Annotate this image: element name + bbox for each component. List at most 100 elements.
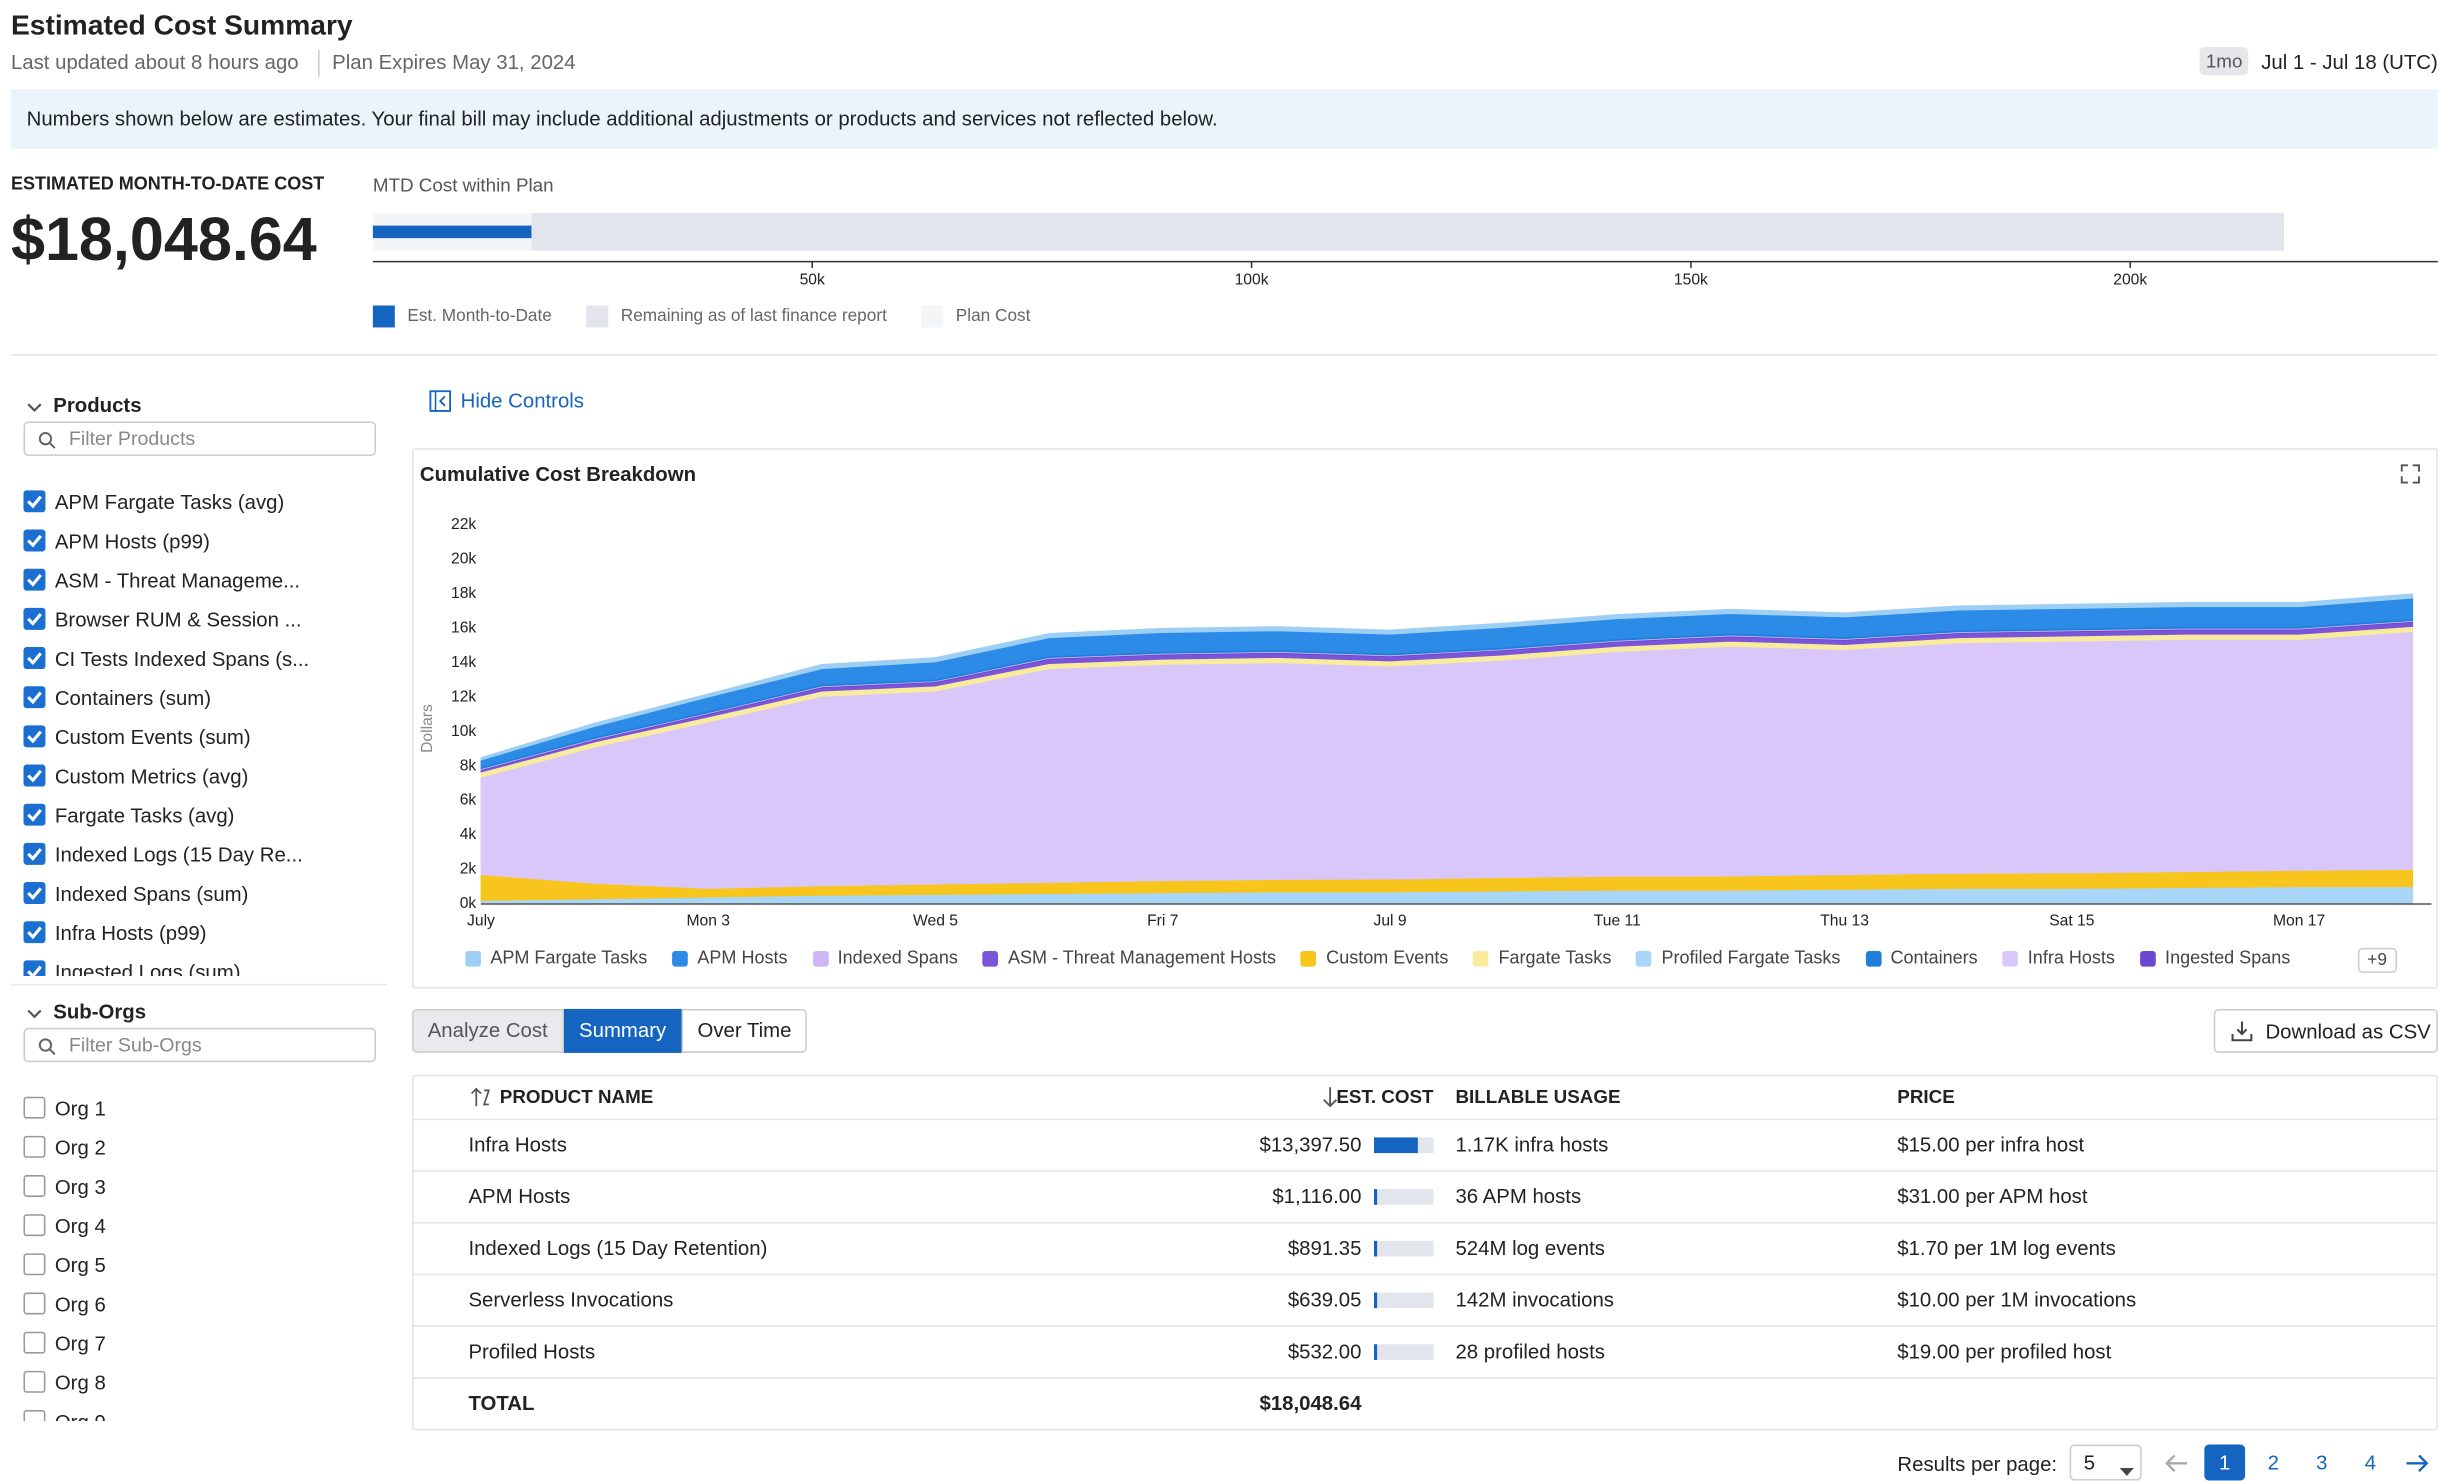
page-arrow[interactable] [2405, 1452, 2430, 1480]
page-button[interactable]: 3 [2301, 1444, 2342, 1480]
legend-item[interactable]: Infra Hosts [2003, 949, 2115, 968]
checkbox-label: Org 5 [55, 1253, 106, 1277]
legend-label: Containers [1891, 949, 1978, 968]
legend-swatch [983, 951, 999, 967]
checkbox-item[interactable]: Org 4 [24, 1209, 106, 1240]
section-title: Products [53, 393, 141, 417]
hide-controls[interactable]: Hide Controls [461, 389, 584, 413]
product-name: Profiled Hosts [468, 1340, 595, 1364]
checkbox-item[interactable]: Indexed Logs (15 Day Re... [24, 838, 303, 869]
checkbox-item[interactable]: Org 8 [24, 1366, 106, 1397]
column-header[interactable]: BILLABLE USAGE [1455, 1086, 1620, 1108]
date-range[interactable]: 1moJul 1 - Jul 18 (UTC) [2200, 47, 2438, 75]
remaining-bar [531, 213, 2284, 251]
checkbox-item[interactable]: Custom Events (sum) [24, 721, 251, 752]
legend-item[interactable]: APM Hosts [672, 949, 787, 968]
legend-item[interactable]: Custom Events [1301, 949, 1448, 968]
check [24, 530, 46, 552]
page-button[interactable]: 2 [2253, 1444, 2294, 1480]
checkbox-item[interactable]: Org 6 [24, 1288, 106, 1319]
download [2231, 1020, 2253, 1042]
checkbox-item[interactable]: Custom Metrics (avg) [24, 760, 249, 791]
page-arrow[interactable] [2164, 1452, 2189, 1480]
sort-icon[interactable] [470, 1086, 492, 1116]
tab[interactable]: Analyze Cost [412, 1009, 563, 1053]
checkbox-item[interactable]: APM Fargate Tasks (avg) [24, 486, 285, 517]
filter-input[interactable]: Filter Products [24, 421, 377, 455]
page-title: Estimated Cost Summary [11, 9, 353, 42]
legend-item[interactable]: Ingested Spans [2140, 949, 2290, 968]
check [24, 686, 46, 708]
section-chevron[interactable] [25, 1003, 44, 1031]
check [24, 647, 46, 669]
row-divider [414, 1222, 2437, 1224]
cost-bar-bg [1374, 1344, 1434, 1360]
legend-item[interactable]: APM Fargate Tasks [465, 949, 647, 968]
total-label: TOTAL [468, 1391, 534, 1415]
checkbox-label: Org 2 [55, 1135, 106, 1159]
check [24, 725, 46, 747]
hide-icon[interactable] [429, 390, 451, 420]
checkbox [24, 1332, 46, 1354]
checkbox-item[interactable]: Org 3 [24, 1170, 106, 1201]
row-divider [414, 1274, 2437, 1276]
checkbox-item[interactable]: CI Tests Indexed Spans (s... [24, 642, 310, 673]
product-name: Infra Hosts [468, 1133, 566, 1157]
checkbox [24, 725, 46, 747]
per-page-select[interactable]: 5 [2070, 1444, 2142, 1480]
checkbox-item[interactable]: Org 2 [24, 1131, 106, 1162]
checkbox-label: APM Fargate Tasks (avg) [55, 490, 284, 514]
search-icon [38, 431, 57, 450]
legend-item[interactable]: Fargate Tasks [1473, 949, 1611, 968]
chart-title: Cumulative Cost Breakdown [420, 462, 696, 486]
checkbox-item[interactable]: ASM - Threat Manageme... [24, 564, 301, 595]
checkbox-item[interactable]: APM Hosts (p99) [24, 525, 210, 556]
checkbox-item[interactable]: Org 1 [24, 1092, 106, 1123]
legend-label: Infra Hosts [2028, 949, 2115, 968]
legend-item[interactable]: Profiled Fargate Tasks [1636, 949, 1840, 968]
row-divider [414, 1377, 2437, 1379]
checkbox-item[interactable]: Org 7 [24, 1327, 106, 1358]
checkbox-item[interactable]: Browser RUM & Session ... [24, 603, 302, 634]
checkbox-item[interactable]: Fargate Tasks (avg) [24, 799, 235, 830]
legend-item[interactable]: Containers [1865, 949, 1977, 968]
page-button[interactable]: 4 [2350, 1444, 2391, 1480]
page-button[interactable]: 1 [2204, 1444, 2245, 1480]
tab[interactable]: Summary [563, 1009, 681, 1053]
legend-label: Plan Cost [956, 305, 1031, 325]
cost: $532.00 [1288, 1340, 1362, 1364]
checkbox-list: APM Fargate Tasks (avg) APM Hosts (p99) AS… [24, 486, 384, 976]
column-header[interactable]: EST. COST [1336, 1086, 1433, 1108]
filter-input[interactable]: Filter Sub-Orgs [24, 1028, 377, 1062]
checkbox-item[interactable]: Infra Hosts (p99) [24, 917, 207, 948]
checkbox-label: Org 7 [55, 1331, 106, 1355]
column-header[interactable]: PRODUCT NAME [500, 1086, 654, 1108]
checkbox-item[interactable]: Ingested Logs (sum) [24, 956, 241, 976]
legend-item[interactable]: Indexed Spans [813, 949, 958, 968]
checkbox-item[interactable]: Org 5 [24, 1249, 106, 1280]
cost: $639.05 [1288, 1288, 1362, 1312]
checkbox-item[interactable]: Org 9 [24, 1405, 106, 1421]
download-button[interactable]: Download as CSV [2214, 1009, 2438, 1053]
legend-label: APM Hosts [697, 949, 787, 968]
separator [11, 984, 387, 986]
expand [2400, 464, 2420, 484]
tab[interactable]: Over Time [682, 1009, 807, 1053]
cost-bar-bg [1374, 1241, 1434, 1257]
checkbox [24, 686, 46, 708]
checkbox-item[interactable]: Containers (sum) [24, 682, 212, 713]
section-chevron[interactable] [25, 396, 44, 424]
checkbox [24, 1253, 46, 1275]
legend-label: Indexed Spans [838, 949, 958, 968]
checkbox-item[interactable]: Indexed Spans (sum) [24, 877, 249, 908]
checkbox-label: APM Hosts (p99) [55, 529, 210, 553]
column-header[interactable]: PRICE [1897, 1086, 1954, 1108]
checkbox [24, 765, 46, 787]
legend-more[interactable]: +9 [2358, 948, 2396, 973]
expand-icon[interactable] [2400, 464, 2420, 492]
legend-label: ASM - Threat Management Hosts [1008, 949, 1276, 968]
legend-item[interactable]: ASM - Threat Management Hosts [983, 949, 1276, 968]
legend-swatch [813, 951, 829, 967]
usage: 36 APM hosts [1455, 1184, 1581, 1208]
